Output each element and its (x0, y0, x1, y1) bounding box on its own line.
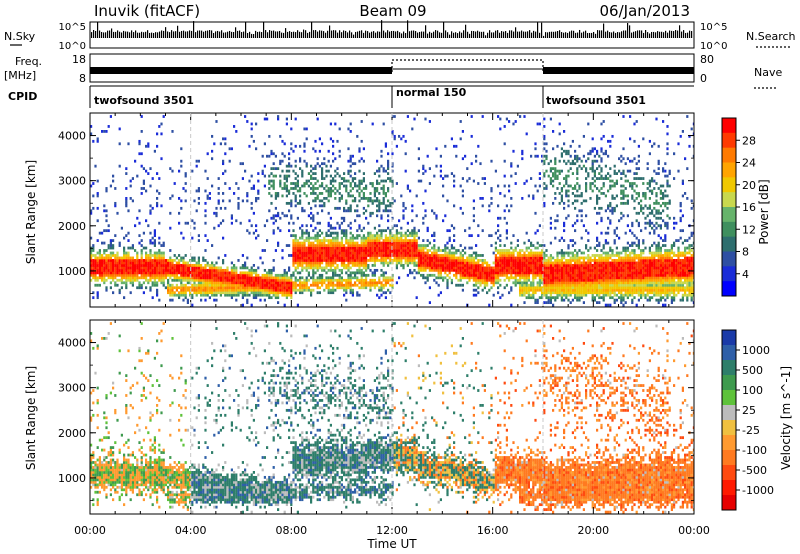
y-tick-label: 1000 (58, 472, 86, 485)
power-panel: 1000 2000 3000 4000 Slant Range [km] (24, 112, 695, 308)
freq-label: Freq. (15, 55, 42, 68)
colorbar-tick-label: -1000 (742, 484, 774, 497)
colorbar-tick-label: 100 (742, 384, 763, 397)
y-tick-label: 1000 (58, 265, 86, 278)
cpid-label: CPID (8, 90, 37, 103)
velocity-panel: 1000 2000 3000 4000 Slant Range [km] (24, 319, 695, 515)
colorbar-cell (722, 236, 736, 252)
nave-tick-top: 80 (700, 53, 714, 66)
freq-trace-2 (543, 67, 694, 74)
colorbar-cell (722, 221, 736, 238)
nsearch-label: N.Search (746, 30, 796, 43)
colorbar-tick-label: 4 (742, 268, 749, 281)
colorbar-cell (722, 147, 736, 163)
cpid-segment-3: twofsound 3501 (546, 94, 646, 107)
cpid-strip: CPID twofsound 3501 normal 150 twofsound… (8, 85, 694, 108)
y-tick-label: 4000 (58, 130, 86, 143)
colorbar-cell (722, 450, 736, 466)
velocity-colorbar: 1000 500 100 25 -25 -100 -500 -1000 (721, 329, 774, 511)
colorbar-cell (722, 266, 736, 282)
colorbar-tick-label: 24 (742, 157, 756, 170)
y-tick-label: 2000 (58, 427, 86, 440)
nsky-strip: N.Sky 10^5 10^0 10^5 10^0 N.Search (4, 20, 796, 52)
colorbar-tick-label: 20 (742, 179, 756, 192)
colorbar-tick-label: 1000 (742, 344, 770, 357)
freq-trace-1 (90, 67, 392, 74)
colorbar-cell (722, 465, 736, 481)
colorbar-cell (722, 480, 736, 496)
colorbar-cell (722, 251, 736, 267)
colorbar-tick-label: -25 (742, 424, 760, 437)
colorbar-cell (722, 420, 736, 436)
colorbar-cell (722, 330, 736, 346)
beam-label: Beam 09 (359, 2, 426, 20)
power-colorbar: 28 24 20 16 12 8 4 (721, 117, 756, 297)
station-title: Inuvik (fitACF) (94, 2, 200, 20)
colorbar-cell (722, 281, 736, 297)
colorbar-cell (722, 132, 736, 149)
colorbar-tick-label: 25 (742, 404, 756, 417)
y-tick-label: 2000 (58, 220, 86, 233)
colorbar-tick-label: 500 (742, 364, 763, 377)
colorbar-cell (722, 390, 736, 406)
colorbar-cell (722, 495, 736, 511)
nsky-tick-top: 10^5 (59, 22, 86, 33)
time-tick-label: 04:00 (175, 524, 207, 537)
time-tick-label: 08:00 (275, 524, 307, 537)
time-tick-label: 00:00 (678, 524, 710, 537)
nsky-tick-bottom: 10^0 (59, 41, 86, 52)
time-tick-label: 16:00 (477, 524, 509, 537)
time-tick-label: 12:00 (376, 524, 408, 537)
colorbar-tick-label: 8 (742, 246, 749, 259)
nsearch-tick-top: 10^5 (700, 22, 727, 33)
nave-trace (391, 59, 544, 72)
colorbar-cell (722, 207, 736, 223)
y-tick-label: 4000 (58, 337, 86, 350)
colorbar-cell (722, 375, 736, 391)
cpid-segment-1: twofsound 3501 (94, 94, 194, 107)
time-tick-label: 00:00 (74, 524, 106, 537)
nsky-trace (91, 20, 693, 38)
colorbar-tick-label: -100 (742, 444, 767, 457)
colorbar-tick-label: 16 (742, 201, 756, 214)
colorbar-tick-label: 28 (742, 134, 756, 147)
colorbar-cell (722, 192, 736, 208)
time-axis: 00:00 04:00 08:00 12:00 16:00 20:00 00:00 (74, 524, 710, 537)
date-label: 06/Jan/2013 (600, 2, 691, 20)
velocity-ylabel: Slant Range [km] (24, 366, 38, 470)
nsky-label: N.Sky (4, 30, 36, 43)
velocity-colorbar-label: Velocity [m s^-1] (779, 366, 793, 470)
freq-tick-top: 18 (72, 53, 86, 66)
freq-unit: [MHz] (4, 69, 36, 82)
colorbar-cell (722, 435, 736, 451)
nave-label: Nave (754, 66, 782, 79)
cpid-segment-2: normal 150 (396, 86, 467, 99)
time-tick-label: 20:00 (577, 524, 609, 537)
y-tick-label: 3000 (58, 382, 86, 395)
freq-tick-bottom: 8 (79, 72, 86, 85)
power-heatmap (90, 115, 694, 307)
colorbar-cell (722, 118, 736, 134)
colorbar-cell (722, 345, 736, 361)
velocity-heatmap (90, 322, 694, 514)
colorbar-cell (722, 162, 736, 178)
time-axis-label: Time UT (366, 537, 417, 551)
colorbar-tick-label: -500 (742, 464, 767, 477)
power-colorbar-label: Power [dB] (757, 179, 771, 244)
colorbar-tick-label: 12 (742, 223, 756, 236)
power-ylabel: Slant Range [km] (24, 160, 38, 264)
colorbar-cell (722, 360, 736, 376)
y-tick-label: 3000 (58, 175, 86, 188)
nave-tick-bottom: 0 (700, 72, 707, 85)
colorbar-cell (722, 177, 736, 193)
freq-strip: Freq. [MHz] 18 8 80 0 Nave (4, 53, 782, 89)
nsearch-tick-bottom: 10^0 (700, 41, 727, 52)
colorbar-cell (722, 405, 736, 421)
